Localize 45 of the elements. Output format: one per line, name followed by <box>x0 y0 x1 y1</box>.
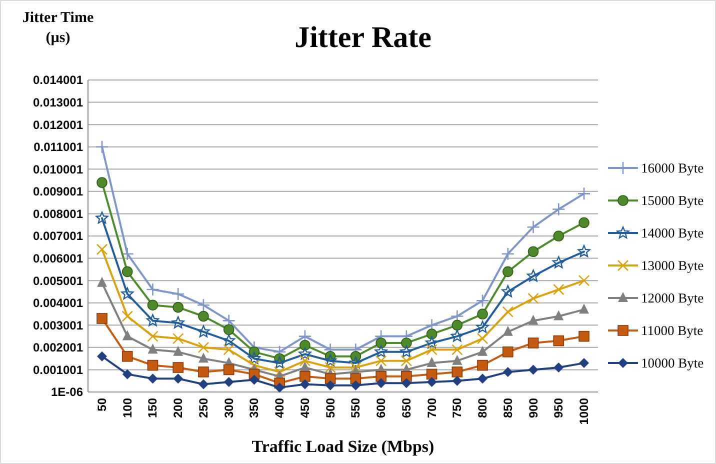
x-tick-label: 1000 <box>577 398 591 425</box>
x-tick-label: 100 <box>120 398 134 418</box>
x-tick-label: 450 <box>298 398 312 418</box>
x-tick-label: 850 <box>500 398 515 418</box>
x-tick-label: 400 <box>272 398 287 418</box>
y-tick-label: 0.011001 <box>34 140 84 154</box>
legend-label: 11000 Byte <box>641 323 704 338</box>
legend-label: 15000 Byte <box>641 193 704 208</box>
x-tick-label: 950 <box>552 398 566 418</box>
x-tick-label: 650 <box>399 398 414 418</box>
x-tick-label: 500 <box>323 398 338 418</box>
x-axis-title: Traffic Load Size (Mbps) <box>252 437 434 456</box>
x-tick-label: 800 <box>476 398 490 418</box>
y-tick-label: 0.009001 <box>32 184 84 199</box>
x-tick-label: 200 <box>171 398 186 418</box>
y-axis-title: Jitter Time (µs) <box>22 10 94 46</box>
legend-label: 10000 Byte <box>641 356 704 371</box>
y-tick-label: 0.014001 <box>32 73 84 88</box>
y-tick-label: 0.008001 <box>32 206 84 221</box>
legend-label: 14000 Byte <box>641 226 704 241</box>
x-tick-label: 300 <box>222 398 236 418</box>
x-tick-label: 550 <box>348 398 363 418</box>
y-tick-label: 0.010001 <box>32 162 84 176</box>
y-tick-label: 0.001001 <box>32 362 84 377</box>
y-tick-label: 0.003001 <box>32 318 84 332</box>
y-tick-label: 0.002001 <box>32 340 84 355</box>
y-tick-label: 0.005001 <box>32 274 84 288</box>
x-tick-label: 250 <box>196 398 210 418</box>
x-tick-label: 700 <box>424 398 439 418</box>
x-tick-label: 600 <box>374 398 388 418</box>
chart-title: Jitter Rate <box>294 21 432 54</box>
x-tick-label: 750 <box>450 398 464 418</box>
x-tick-label: 350 <box>247 398 262 418</box>
y-tick-label: 0.013001 <box>32 95 84 110</box>
legend-label: 13000 Byte <box>641 258 704 274</box>
x-tick-label: 50 <box>95 398 109 412</box>
legend-label: 16000 Byte <box>641 160 704 176</box>
y-tick-label: 1E-06 <box>50 385 84 400</box>
y-tick-label: 0.012001 <box>32 118 84 132</box>
y-tick-label: 0.007001 <box>32 229 84 244</box>
x-tick-label: 900 <box>526 398 540 418</box>
x-tick-label: 150 <box>146 398 160 418</box>
y-tick-label: 0.006001 <box>32 251 84 266</box>
legend-label: 12000 Byte <box>641 290 704 306</box>
y-tick-label: 0.004001 <box>32 296 84 310</box>
